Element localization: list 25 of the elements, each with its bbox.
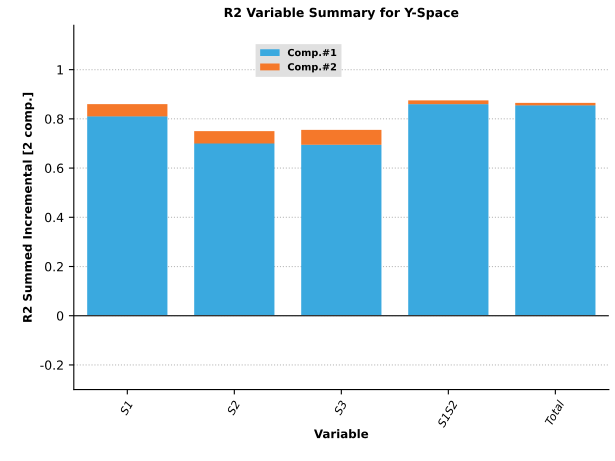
bar bbox=[87, 116, 168, 316]
bar bbox=[87, 104, 168, 116]
legend-label: Comp.#2 bbox=[288, 63, 336, 72]
x-tick-label: S1 bbox=[119, 400, 133, 416]
y-tick-label: 1 bbox=[58, 65, 63, 74]
x-tick-label: S2 bbox=[226, 400, 240, 416]
bar bbox=[515, 105, 596, 316]
bar bbox=[301, 144, 382, 316]
bar bbox=[194, 131, 274, 144]
y-tick-label: -0.2 bbox=[40, 360, 63, 370]
x-tick-label: S3 bbox=[333, 400, 348, 416]
y-tick-label: 0.8 bbox=[45, 114, 64, 124]
y-axis-title: R2 Summed Incremental [2 comp.] bbox=[22, 92, 34, 322]
bar bbox=[408, 100, 488, 104]
y-tick-label: 0 bbox=[56, 311, 64, 321]
y-tick-label: 0.2 bbox=[45, 262, 63, 272]
bar bbox=[194, 143, 274, 316]
bar bbox=[408, 104, 488, 316]
y-tick-label: 0.6 bbox=[45, 164, 64, 174]
y-tick-label: 0.4 bbox=[45, 212, 64, 222]
legend-label: Comp.#1 bbox=[288, 48, 336, 58]
chart-title: R2 Variable Summary for Y-Space bbox=[224, 8, 458, 20]
x-axis-title: Variable bbox=[314, 429, 368, 438]
bar bbox=[515, 102, 596, 106]
bar bbox=[301, 130, 382, 145]
